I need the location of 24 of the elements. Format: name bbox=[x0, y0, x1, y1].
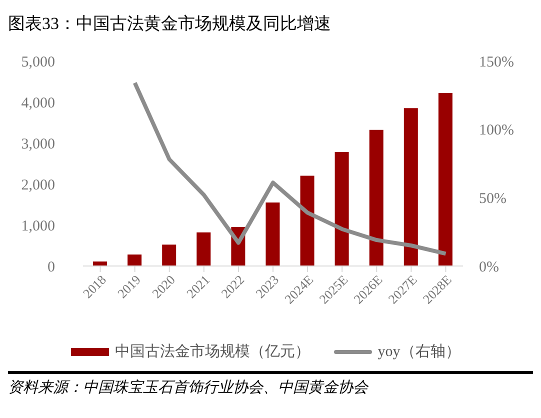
y-tick-label: 3,000 bbox=[21, 136, 55, 152]
bar bbox=[162, 244, 176, 266]
y-tick-label: 1,000 bbox=[21, 218, 55, 234]
y-tick-label: 0 bbox=[48, 259, 55, 276]
bar bbox=[438, 92, 452, 266]
line-series bbox=[132, 80, 448, 256]
y2-tick-label: 50% bbox=[479, 190, 506, 207]
y2-tick-label: 0% bbox=[479, 259, 499, 276]
chart-title: 图表33：中国古法黄金市场规模及同比增速 bbox=[8, 13, 332, 35]
bar bbox=[128, 254, 142, 266]
bar bbox=[300, 176, 314, 266]
y-tick-label: 4,000 bbox=[21, 95, 55, 112]
legend-label: 中国古法金市场规模（亿元） bbox=[114, 342, 310, 361]
bar bbox=[196, 232, 211, 266]
y2-tick-label: 100% bbox=[479, 122, 514, 139]
y2-tick-label: 150% bbox=[479, 54, 514, 70]
bar bbox=[369, 130, 384, 266]
text: 资料来源：中国珠宝玉石首饰行业协会、中国黄金协会 bbox=[8, 378, 370, 397]
bar bbox=[334, 152, 349, 266]
legend-label: yoy（右轴） bbox=[378, 342, 460, 361]
bar bbox=[404, 108, 418, 266]
bar bbox=[266, 202, 280, 266]
y-tick-label: 2,000 bbox=[21, 177, 55, 194]
y-tick-label: 5,000 bbox=[21, 54, 55, 70]
